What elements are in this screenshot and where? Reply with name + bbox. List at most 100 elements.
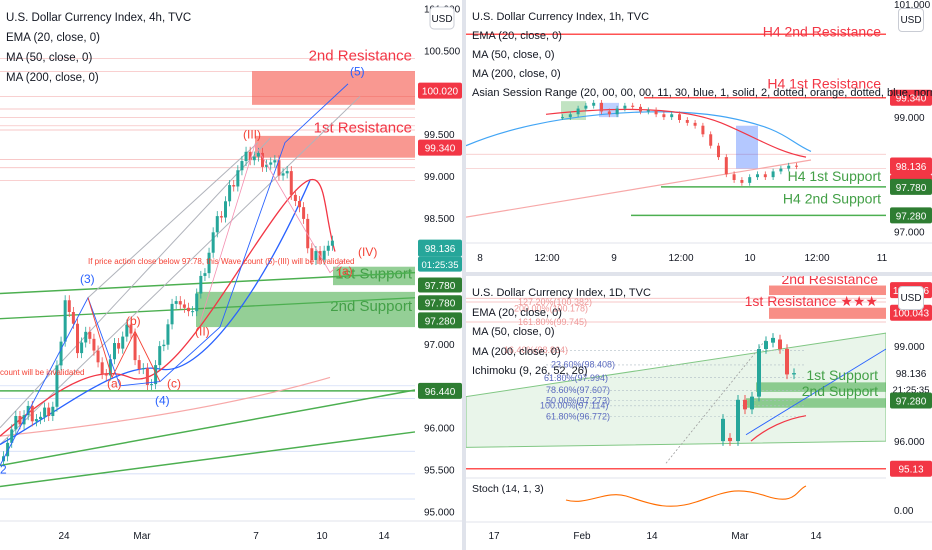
candle-body xyxy=(302,207,306,219)
candle-body xyxy=(59,341,63,366)
candle-body xyxy=(76,323,79,354)
price-tick: 99.000 xyxy=(894,342,925,353)
candle-body xyxy=(568,114,572,118)
candle-body xyxy=(293,194,297,202)
price-axis-bg xyxy=(886,276,932,550)
wave-label-a: (a) xyxy=(107,376,122,390)
candle-body xyxy=(592,102,596,106)
candle-body xyxy=(34,419,38,422)
wave-abc-line xyxy=(87,297,161,382)
ma200-line xyxy=(0,376,331,437)
label-1st-resistance: 1st Resistance xyxy=(314,120,412,137)
candle-body xyxy=(92,338,96,351)
currency-button[interactable]: USD xyxy=(898,286,924,310)
chart-pane-1d[interactable]: 23.60%(98.408) 61.80%(97.994) 78.60%(97.60… xyxy=(466,276,932,550)
indicator-ema[interactable]: EMA (20, close, 0) xyxy=(472,30,562,42)
label-h4-2nd-support: H4 2nd Support xyxy=(783,191,881,207)
fib-label: 161.80%(99.745) xyxy=(518,317,587,327)
label-1st-resistance: 1st Resistance ★★★ xyxy=(745,293,878,309)
indicator-ema[interactable]: EMA (20, close, 0) xyxy=(472,306,562,319)
resistance-zone-1 xyxy=(255,135,415,158)
candle-body xyxy=(26,405,30,416)
wave-label-2: 2 xyxy=(0,463,7,477)
candle-body xyxy=(748,177,752,183)
time-tick: 10 xyxy=(744,253,756,264)
candle-body xyxy=(728,437,732,442)
price-label-last-bg xyxy=(890,364,932,382)
time-tick: 9 xyxy=(611,253,617,264)
indicator-ma200[interactable]: MA (200, close, 0) xyxy=(472,345,561,358)
candle-body xyxy=(47,407,51,416)
indicator-ma200[interactable]: MA (200, close, 0) xyxy=(6,72,99,84)
indicator-ichimoku[interactable]: Ichimoku (9, 26, 52, 26) xyxy=(472,365,588,377)
candle-body xyxy=(137,360,141,370)
price-tick: 99.000 xyxy=(424,172,455,183)
chart-pane-1h[interactable]: H4 2nd Resistance H4 1st Resistance H4 1st… xyxy=(466,0,932,272)
price-label-last: 98.136 xyxy=(425,244,456,255)
candle-body xyxy=(771,171,775,178)
candle-body xyxy=(224,201,227,218)
candle-body xyxy=(141,368,145,370)
candle-body xyxy=(326,245,330,251)
indicator-ma50[interactable]: MA (50, close, 0) xyxy=(472,326,555,338)
indicator-ma50[interactable]: MA (50, close, 0) xyxy=(6,52,93,64)
price-label-97780a: 97.780 xyxy=(425,281,456,292)
candle-body xyxy=(166,324,170,345)
indicator-ma200[interactable]: MA (200, close, 0) xyxy=(472,68,561,80)
trendline-upper xyxy=(0,271,416,295)
candle-body xyxy=(623,105,627,109)
legend-1h: U.S. Dollar Currency Index, 1h, TVC EMA … xyxy=(472,8,932,103)
channel-line-wave xyxy=(87,142,259,299)
chart-1h-canvas[interactable]: H4 2nd Resistance H4 1st Resistance H4 1st… xyxy=(466,0,932,272)
plot-bg xyxy=(466,0,932,272)
chart-pane-4h[interactable]: 2nd Resistance 1st Resistance 1st Support 2… xyxy=(0,0,462,550)
fib-label: 200.00%(100.178) xyxy=(514,303,588,313)
chart-title: U.S. Dollar Currency Index, 1D, TVC xyxy=(472,287,651,299)
candle-body xyxy=(80,342,84,354)
price-tick: 99.500 xyxy=(424,130,455,141)
price-label-100020: 100.020 xyxy=(422,87,459,98)
fib-label: 61.80%(96.772) xyxy=(546,412,610,422)
candle-body xyxy=(281,173,285,176)
candle-body xyxy=(207,252,211,274)
candle-body xyxy=(178,301,182,305)
chart-1d-canvas[interactable]: 23.60%(98.408) 61.80%(97.994) 78.60%(97.60… xyxy=(466,276,932,550)
candle-body xyxy=(662,114,666,118)
candle-body xyxy=(211,232,215,253)
indicator-ma50[interactable]: MA (50, close, 0) xyxy=(472,49,555,61)
ema20-line xyxy=(545,108,807,158)
price-label-last: 98.136 xyxy=(896,162,927,173)
wave-label-III: (III) xyxy=(243,127,261,141)
candle-body xyxy=(244,151,248,162)
candle-body xyxy=(215,216,219,233)
indicator-ema[interactable]: EMA (20, close, 0) xyxy=(6,32,100,44)
candle-body xyxy=(191,311,195,313)
candle-body xyxy=(51,406,55,416)
candle-body xyxy=(607,111,611,115)
candle-body xyxy=(219,216,223,218)
session-box-1 xyxy=(561,101,586,120)
ema20-line xyxy=(0,179,336,437)
stoch-line xyxy=(565,485,807,507)
pane-divider-vertical[interactable] xyxy=(462,0,466,550)
pane-divider-horizontal[interactable] xyxy=(466,272,932,276)
support-zone-2 xyxy=(746,398,886,408)
time-tick: Mar xyxy=(133,531,151,542)
candle-body xyxy=(285,171,289,174)
candle-body xyxy=(693,122,697,126)
candle-body xyxy=(771,337,775,343)
indicator-asian-session[interactable]: Asian Session Range (20, 00, 00, 00, 11,… xyxy=(472,87,932,99)
diagonal-line xyxy=(665,339,767,464)
price-tick: 96.000 xyxy=(894,437,925,448)
price-label-last-bg xyxy=(418,239,462,257)
currency-button[interactable]: USD xyxy=(898,8,924,32)
price-tick: 96.000 xyxy=(424,424,455,435)
candle-body xyxy=(584,105,588,109)
candle-body xyxy=(322,250,326,260)
price-label-100043: 100.043 xyxy=(893,309,930,320)
candle-body xyxy=(785,349,789,375)
price-axis-bg xyxy=(886,0,932,272)
candle-body xyxy=(792,373,796,375)
chart-title: U.S. Dollar Currency Index, 1h, TVC xyxy=(472,11,650,23)
